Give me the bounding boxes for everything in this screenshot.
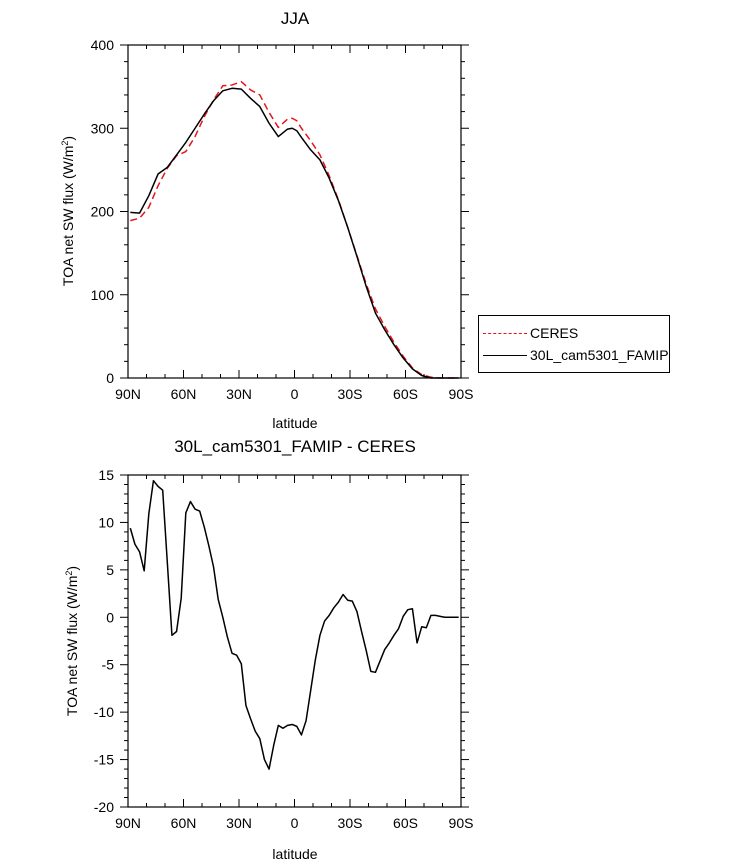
top-chart-title: JJA	[281, 9, 310, 28]
series-line-30l-cam5301-famip	[130, 87, 459, 379]
y-tick-label: 100	[91, 287, 115, 303]
bottom-series-lines	[129, 479, 459, 770]
y-tick-label: 15	[98, 467, 114, 483]
legend-item-model: 30L_cam5301_FAMIP	[479, 345, 669, 365]
top-x-axis-label: latitude	[272, 415, 317, 431]
y-tick-label: 0	[106, 609, 114, 625]
top-series-lines	[130, 80, 459, 379]
legend-swatch-model	[483, 355, 527, 356]
bottom-axis-ticks: 90N 60N 30N 0 30S 60S 90S -20 -15 -10 -5 0 5 10 15	[94, 467, 474, 831]
legend-label-model: 30L_cam5301_FAMIP	[530, 347, 669, 363]
bottom-x-axis-label: latitude	[272, 846, 317, 862]
x-tick-label: 60N	[171, 815, 197, 831]
x-tick-label: 90S	[449, 815, 474, 831]
x-tick-label: 30N	[226, 386, 252, 402]
top-axis-ticks: 90N 60N 30N 0 30S 60S 90S 0 100 200 300 400	[91, 37, 474, 402]
x-tick-label: 30N	[226, 815, 252, 831]
series-line-series-0	[129, 479, 459, 770]
y-tick-label: 10	[98, 514, 114, 530]
x-tick-label: 30S	[338, 815, 363, 831]
x-tick-label: 60S	[393, 386, 418, 402]
y-tick-label: 5	[106, 562, 114, 578]
y-tick-label: 0	[106, 370, 114, 386]
y-tick-label: -5	[102, 657, 115, 673]
bottom-plot-frame	[127, 474, 462, 808]
x-tick-label: 60N	[171, 386, 197, 402]
y-tick-label: 200	[91, 204, 115, 220]
legend-swatch-ceres	[483, 333, 527, 334]
series-line-ceres	[130, 80, 459, 379]
y-tick-label: -10	[94, 704, 114, 720]
x-tick-label: 30S	[338, 386, 363, 402]
top-chart-legend: CERES 30L_cam5301_FAMIP	[478, 315, 670, 373]
panel-bottom: 30L_cam5301_FAMIP - CERES 90N 60N 30N 0 30S 6…	[64, 437, 473, 862]
x-tick-label: 0	[291, 386, 299, 402]
top-plot-frame	[127, 44, 462, 379]
legend-label-ceres: CERES	[530, 325, 579, 341]
bottom-chart-title: 30L_cam5301_FAMIP - CERES	[174, 437, 416, 456]
x-tick-label: 90S	[449, 386, 474, 402]
y-tick-label: 300	[91, 120, 115, 136]
x-tick-label: 90N	[115, 815, 141, 831]
x-tick-label: 0	[291, 815, 299, 831]
y-tick-label: 400	[91, 37, 115, 53]
y-tick-label: -20	[94, 799, 114, 815]
panel-top: JJA 90N 60N 30N 0 30S 60S 90S 0 100 200 300 400 lat…	[60, 9, 473, 431]
y-tick-label: -15	[94, 752, 114, 768]
top-y-axis-label: TOA net SW flux (W/m2)	[60, 136, 76, 286]
bottom-y-axis-label: TOA net SW flux (W/m2)	[64, 566, 80, 716]
legend-item-ceres: CERES	[479, 323, 669, 343]
x-tick-label: 60S	[393, 815, 418, 831]
x-tick-label: 90N	[115, 386, 141, 402]
